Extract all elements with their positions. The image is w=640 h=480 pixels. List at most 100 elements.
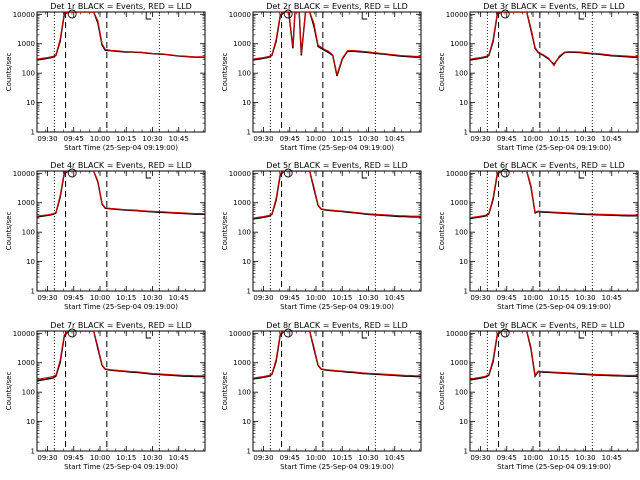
y-tick-label: 10000 [446,330,468,338]
bracket-marker [145,12,152,20]
x-axis-label: Start Time (25-Sep-04 09:19:00) [280,144,394,152]
y-tick-label: 1 [247,129,251,137]
series-line-lld [470,171,638,219]
y-tick-label: 10000 [229,11,251,19]
x-tick-label: 10:00 [523,454,543,462]
y-tick-label: 10 [242,418,251,426]
x-tick-label: 10:15 [549,294,569,302]
y-tick-label: 1000 [450,199,468,207]
x-tick-label: 09:45 [64,454,84,462]
x-tick-label: 10:30 [575,454,595,462]
bracket-marker [145,331,152,339]
y-tick-label: 1 [464,448,468,456]
plot-frame [252,330,422,452]
x-tick-label: 10:00 [523,294,543,302]
x-tick-label: 10:15 [549,454,569,462]
x-tick-label: 10:30 [575,135,595,143]
x-tick-label: 10:30 [575,294,595,302]
x-tick-label: 10:15 [332,454,352,462]
panel-det-2: Det 2r BLACK = Events, RED = LLD 1 10 100 10… [221,2,422,152]
y-tick-label: 1000 [17,40,35,48]
x-tick-label: 10:45 [385,294,405,302]
x-tick-label: 10:00 [90,294,110,302]
x-tick-label: 10:00 [306,294,326,302]
panel-title: Det 7r BLACK = Events, RED = LLD [50,321,192,330]
bracket-marker [578,12,585,20]
panel-det-3: Det 3r BLACK = Events, RED = LLD 1 10 100 10… [438,2,639,152]
y-tick-label: 10000 [446,11,468,19]
panel-det-1: Det 1r BLACK = Events, RED = LLD 1 10 100 10… [5,2,206,152]
x-tick-label: 10:30 [142,294,162,302]
x-tick-label: 10:30 [142,454,162,462]
x-tick-label: 10:45 [169,135,189,143]
panel-det-4: Det 4r BLACK = Events, RED = LLD 1 10 100 10… [5,161,206,311]
series-line-lld [253,331,421,379]
x-tick-label: 09:45 [64,294,84,302]
panel-title: Det 5r BLACK = Events, RED = LLD [266,161,408,170]
bracket-marker [578,171,585,179]
x-tick-label: 09:30 [37,454,57,462]
x-tick-label: 09:45 [280,294,300,302]
series-line-events [470,171,638,220]
x-tick-label: 10:00 [90,454,110,462]
y-tick-label: 100 [22,389,35,397]
y-axis-label: Counts/sec [221,212,229,251]
x-tick-label: 10:00 [523,135,543,143]
y-tick-label: 10 [26,99,35,107]
x-tick-label: 09:30 [253,454,273,462]
x-tick-label: 09:30 [253,294,273,302]
panel-title: Det 6r BLACK = Events, RED = LLD [483,161,625,170]
plot-frame [36,170,206,292]
x-tick-label: 09:30 [253,135,273,143]
y-axis-label: Counts/sec [438,53,446,92]
plot-area [253,12,421,77]
panel-det-9: Det 9r BLACK = Events, RED = LLD 1 10 100 10… [438,321,639,471]
bracket-marker [361,12,368,20]
x-tick-label: 10:15 [116,135,136,143]
circle-marker [283,328,293,338]
x-tick-label: 10:30 [358,454,378,462]
series-line-lld [253,171,421,219]
series-line-lld [253,12,421,77]
circle-marker [67,9,77,19]
bracket-marker [361,331,368,339]
series-line-lld [470,12,638,67]
y-tick-label: 100 [455,70,468,78]
x-tick-label: 10:45 [602,294,622,302]
y-tick-label: 1000 [450,40,468,48]
panel-det-6: Det 6r BLACK = Events, RED = LLD 1 10 100 10… [438,161,639,311]
plot-frame [469,170,639,292]
y-tick-label: 100 [238,389,251,397]
y-tick-label: 100 [238,229,251,237]
x-tick-label: 10:45 [602,135,622,143]
y-tick-label: 10 [459,418,468,426]
y-tick-label: 10 [242,258,251,266]
x-tick-label: 10:15 [332,294,352,302]
x-tick-label: 10:15 [332,135,352,143]
y-tick-label: 10000 [229,170,251,178]
series-line-events [37,171,205,218]
y-tick-label: 10000 [446,170,468,178]
y-tick-label: 1000 [450,359,468,367]
panel-title: Det 1r BLACK = Events, RED = LLD [50,2,192,11]
plot-area [37,12,205,61]
circle-marker [283,168,293,178]
y-tick-label: 10 [459,258,468,266]
x-tick-label: 10:45 [385,454,405,462]
plot-area [470,331,638,381]
x-tick-label: 10:45 [602,454,622,462]
x-tick-label: 09:30 [37,294,57,302]
x-tick-label: 09:30 [37,135,57,143]
x-tick-label: 10:30 [358,294,378,302]
series-line-lld [37,12,205,60]
plot-area [37,171,205,218]
panel-title: Det 4r BLACK = Events, RED = LLD [50,161,192,170]
x-tick-label: 10:15 [116,454,136,462]
series-line-events [37,331,205,382]
x-tick-label: 10:15 [116,294,136,302]
x-tick-label: 10:30 [358,135,378,143]
plot-area [470,12,638,67]
y-tick-label: 10000 [229,330,251,338]
x-axis-label: Start Time (25-Sep-04 09:19:00) [497,303,611,311]
